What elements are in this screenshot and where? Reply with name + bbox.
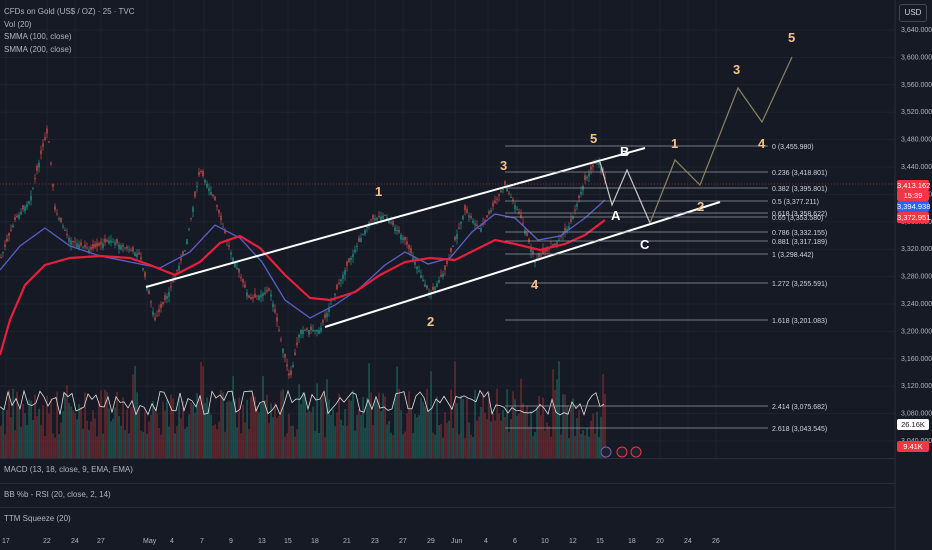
event-markers[interactable] bbox=[600, 446, 642, 458]
time-tick-label: 12 bbox=[569, 538, 577, 545]
time-tick-label: 24 bbox=[71, 538, 79, 545]
currency-button[interactable]: USD bbox=[899, 4, 927, 22]
time-tick-label: 9 bbox=[229, 538, 233, 545]
fib-level-label: 0 (3,455.980) bbox=[772, 144, 814, 151]
volume-tag: 9.41K bbox=[897, 441, 929, 452]
fibonacci-levels: 0 (3,455.980) 0.236 (3,418.801) 0.382 (3,3… bbox=[505, 144, 827, 433]
price-tick-label: 3,120.000 bbox=[901, 383, 932, 390]
time-tick-label: 13 bbox=[258, 538, 266, 545]
price-tick-label: 3,320.000 bbox=[901, 246, 932, 253]
time-tick-label: 4 bbox=[484, 538, 488, 545]
smma-100-line bbox=[0, 199, 606, 319]
channel-lower-line bbox=[324, 201, 721, 328]
bb-rsi-label: BB %b - RSI (20, close, 2, 14) bbox=[4, 490, 111, 499]
chart-legend: CFDs on Gold (US$ / OZ) · 25 · TVC Vol (… bbox=[4, 6, 135, 56]
fib-level-label: 2.414 (3,075.682) bbox=[772, 404, 827, 411]
macd-label: MACD (13, 18, close, 9, EMA, EMA) bbox=[4, 465, 133, 474]
legend-smma-200[interactable]: SMMA (200, close) bbox=[4, 44, 72, 54]
last-price-tag: 3,413.162 bbox=[897, 180, 931, 191]
symbol-title[interactable]: CFDs on Gold (US$ / OZ) · 25 · TVC bbox=[4, 7, 135, 16]
time-tick-label: 23 bbox=[371, 538, 379, 545]
price-tick-label: 3,160.000 bbox=[901, 356, 932, 363]
time-tick-label: 10 bbox=[541, 538, 549, 545]
wave-label-3: 3 bbox=[500, 158, 507, 173]
price-tick-label: 3,600.000 bbox=[901, 54, 932, 61]
time-tick-label: 4 bbox=[170, 538, 174, 545]
price-tick-label: 3,200.000 bbox=[901, 328, 932, 335]
wave-label-4: 4 bbox=[531, 277, 539, 292]
price-tick-label: 3,520.000 bbox=[901, 109, 932, 116]
time-tick-label: 22 bbox=[43, 538, 51, 545]
projection-abc-path bbox=[599, 161, 651, 224]
wave-label-c: C bbox=[640, 237, 650, 252]
fib-level-label: 1.618 (3,201.083) bbox=[772, 318, 827, 325]
time-tick-label: Jun bbox=[451, 538, 462, 545]
macd-pane[interactable]: MACD (13, 18, close, 9, EMA, EMA) bbox=[0, 458, 895, 483]
fib-level-label: 2.618 (3,043.545) bbox=[772, 426, 827, 433]
proj-wave-label-3: 3 bbox=[733, 62, 740, 77]
price-tick-label: 3,240.000 bbox=[901, 301, 932, 308]
time-tick-label: 15 bbox=[284, 538, 292, 545]
price-tick-label: 3,560.000 bbox=[901, 82, 932, 89]
price-tick-label: 3,640.000 bbox=[901, 27, 932, 34]
time-tick-label: 27 bbox=[399, 538, 407, 545]
fib-level-label: 0.881 (3,317.189) bbox=[772, 239, 827, 246]
smma-200-line bbox=[0, 219, 606, 356]
price-candles bbox=[0, 125, 606, 379]
legend-smma-100[interactable]: SMMA (100, close) bbox=[4, 32, 72, 41]
ttm-label: TTM Squeeze (20) bbox=[4, 514, 71, 523]
time-tick-label: 24 bbox=[684, 538, 692, 545]
fib-level-label: 0.5 (3,377.211) bbox=[772, 199, 819, 206]
time-tick-label: 26 bbox=[712, 538, 720, 545]
wave-label-1: 1 bbox=[375, 184, 382, 199]
channel-upper-line bbox=[145, 147, 646, 288]
time-tick-label: 20 bbox=[656, 538, 664, 545]
time-tick-label: 17 bbox=[2, 538, 10, 545]
proj-wave-label-2: 2 bbox=[697, 199, 704, 214]
legend-volume[interactable]: Vol (20) bbox=[4, 19, 32, 29]
fib-level-label: 0.236 (3,418.801) bbox=[772, 170, 827, 177]
volume-ma-tag: 26.16K bbox=[897, 419, 929, 430]
wave-label-5: 5 bbox=[590, 131, 597, 146]
price-tick-label: 3,280.000 bbox=[901, 274, 932, 281]
volume-bars bbox=[0, 361, 606, 458]
fib-level-label: 1 (3,298.442) bbox=[772, 252, 814, 259]
time-tick-label: 29 bbox=[427, 538, 435, 545]
time-tick-label: 27 bbox=[97, 538, 105, 545]
proj-wave-label-5: 5 bbox=[788, 30, 795, 45]
fib-level-label: 0.786 (3,332.155) bbox=[772, 230, 827, 237]
fib-level-label: 0.618 (3,358.622) bbox=[772, 211, 827, 218]
bb-rsi-pane[interactable]: BB %b - RSI (20, close, 2, 14) bbox=[0, 483, 895, 508]
time-tick-label: 7 bbox=[200, 538, 204, 545]
ttm-squeeze-pane[interactable]: TTM Squeeze (20) bbox=[0, 507, 895, 532]
time-tick-label: May bbox=[143, 538, 157, 545]
time-tick-label: 15 bbox=[596, 538, 604, 545]
proj-wave-label-4: 4 bbox=[758, 136, 766, 151]
time-tick-label: 6 bbox=[513, 538, 517, 545]
wave-label-a: A bbox=[611, 208, 621, 223]
time-axis[interactable]: 17 22 24 27 May 4 7 9 13 15 18 21 23 27 29 Jun 4 6 10 12 15 1… bbox=[2, 538, 720, 545]
fib-level-label: 0.65 (3,353.580) bbox=[772, 215, 823, 222]
price-axis[interactable]: 3,640.000 3,600.000 3,560.000 3,520.000 3,48… bbox=[901, 27, 932, 445]
time-tick-label: 18 bbox=[311, 538, 319, 545]
smma-100-tag: 3,394.938 bbox=[897, 201, 931, 212]
countdown-tag: 15:39 bbox=[897, 190, 929, 201]
price-tick-label: 3,480.000 bbox=[901, 137, 932, 144]
fib-level-label: 0.382 (3,395.801) bbox=[772, 186, 827, 193]
price-tick-label: 3,080.000 bbox=[901, 411, 932, 418]
time-tick-label: 21 bbox=[343, 538, 351, 545]
time-tick-label: 18 bbox=[628, 538, 636, 545]
smma-200-tag: 3,372.951 bbox=[897, 212, 931, 223]
price-tick-label: 3,440.000 bbox=[901, 164, 932, 171]
wave-label-2: 2 bbox=[427, 314, 434, 329]
wave-label-b: B bbox=[620, 144, 629, 159]
fib-level-label: 1.272 (3,255.591) bbox=[772, 281, 827, 288]
proj-wave-label-1: 1 bbox=[671, 136, 678, 151]
projection-impulse-path bbox=[649, 56, 793, 224]
